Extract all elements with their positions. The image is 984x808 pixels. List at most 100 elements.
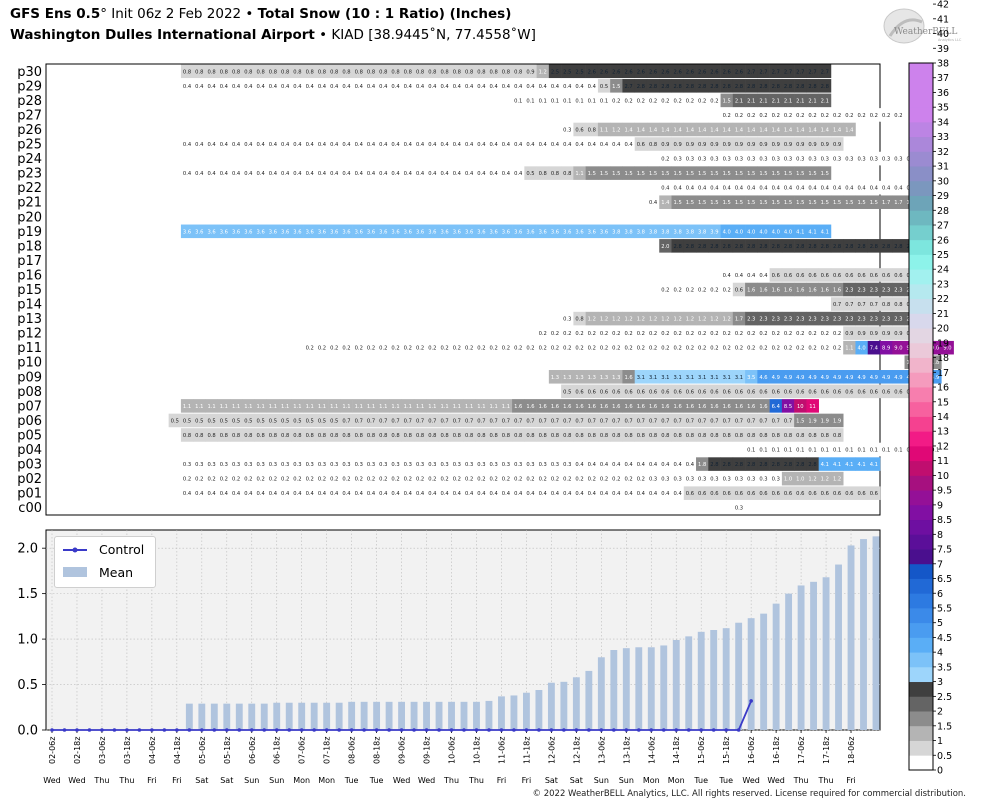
cell-value-label: 0.5 (171, 418, 179, 424)
heatmap-cell (843, 180, 856, 195)
heatmap-cell (401, 399, 415, 413)
heatmap-cell (720, 64, 734, 79)
cell-value-label: 0.2 (342, 477, 350, 483)
cell-value-label: 0.2 (355, 477, 363, 483)
logo-wordmark: WeatherBELL (894, 27, 957, 37)
colorbar-tick-label: 1 (937, 736, 943, 747)
cell-value-label: 0.3 (686, 157, 694, 163)
cell-value-label: 1.3 (600, 375, 608, 381)
heatmap-cell (622, 79, 636, 93)
cell-value-label: 0.9 (784, 142, 792, 148)
cell-value-label: 1.5 (759, 200, 767, 206)
cell-value-label: 0.2 (624, 477, 632, 483)
cell-value-label: 0.4 (293, 84, 302, 90)
cell-value-label: 0.7 (379, 418, 387, 424)
heatmap-cell (843, 297, 856, 311)
cell-value-label: 1.4 (723, 127, 732, 133)
day-tick-label: Sun (244, 776, 259, 785)
cell-value-label: 0.4 (183, 84, 192, 90)
heatmap-cell (757, 64, 770, 79)
cell-value-label: 0.8 (379, 433, 387, 439)
cell-value-label: 3.6 (563, 229, 571, 235)
heatmap-cell (352, 166, 366, 180)
cell-value-label: 0.2 (661, 346, 669, 352)
heatmap-cell (303, 137, 317, 151)
colorbar-segment (909, 180, 933, 196)
heatmap-cell (781, 137, 795, 151)
heatmap-cell (769, 224, 783, 239)
heatmap-cell (487, 64, 501, 79)
row-label-p21: p21 (17, 196, 42, 211)
cell-value-label: 1.1 (465, 404, 473, 410)
cell-value-label: 0.2 (649, 98, 657, 104)
heatmap-cell (303, 79, 317, 93)
mean-bar (760, 613, 768, 730)
heatmap-cell (794, 195, 807, 209)
heatmap-cell (364, 79, 378, 93)
colorbar-tick-label: 38 (937, 59, 949, 70)
cell-value-label: 0.4 (416, 84, 425, 90)
cell-value-label: 4.1 (821, 229, 829, 235)
cell-value-label: 0.2 (330, 346, 338, 352)
heatmap-cell (610, 64, 623, 79)
y-tick-label: 0.0 (17, 724, 38, 739)
heatmap-cell (745, 399, 758, 413)
heatmap-cell (512, 93, 525, 108)
cell-value-label: 4.9 (808, 375, 816, 381)
cell-value-label: 0.4 (563, 84, 572, 90)
heatmap-cell (781, 108, 795, 122)
heatmap-cell (683, 384, 697, 399)
heatmap-cell (818, 326, 832, 340)
cell-value-label: 0.2 (772, 113, 780, 119)
heatmap-cell (720, 180, 734, 195)
control-point (649, 728, 654, 732)
cell-value-label: 0.2 (465, 346, 473, 352)
heatmap-cell (757, 326, 770, 340)
heatmap-cell (475, 79, 488, 93)
heatmap-cell (781, 370, 795, 384)
cell-value-label: 1.1 (244, 404, 252, 410)
heatmap-cell (880, 384, 893, 399)
cell-value-label: 0.6 (698, 389, 706, 395)
cell-value-label: 0.2 (723, 288, 731, 294)
colorbar-tick-label: 25 (937, 250, 949, 261)
heatmap-cell (794, 384, 807, 399)
heatmap-cell (377, 64, 390, 79)
heatmap-cell (242, 224, 255, 239)
cell-value-label: 0.7 (637, 418, 645, 424)
heatmap-cell (683, 137, 697, 151)
cell-value-label: 0.9 (845, 331, 853, 337)
heatmap-cell (745, 326, 758, 340)
cell-value-label: 0.8 (379, 69, 387, 75)
cell-value-label: 0.5 (207, 418, 215, 424)
heatmap-cell (610, 384, 623, 399)
heatmap-cell (389, 166, 402, 180)
colorbar-segment (909, 534, 933, 550)
cell-value-label: 0.2 (894, 113, 902, 119)
heatmap-cell (573, 224, 586, 239)
cell-value-label: 4.1 (870, 462, 878, 468)
colorbar-segment (909, 313, 933, 329)
heatmap-plot: p30 0.8 0.8 0.8 0.8 0.8 0.8 0.8 0.8 0.8 0.8 0.8 0.8 0… (17, 63, 954, 516)
heatmap-cell (683, 311, 697, 326)
cell-value-label: 1.4 (808, 127, 817, 133)
mean-bar (735, 622, 743, 730)
heatmap-cell (634, 224, 648, 239)
heatmap-cell (757, 311, 770, 326)
cell-value-label: 0.2 (784, 331, 792, 337)
heatmap-cell (438, 79, 452, 93)
cell-value-label: 0.4 (735, 273, 744, 279)
heatmap-cell (193, 64, 206, 79)
cell-value-label: 0.4 (220, 491, 229, 497)
row-label-p17: p17 (17, 254, 42, 269)
cell-value-label: 4.0 (784, 229, 792, 235)
cell-value-label: 2.6 (723, 69, 731, 75)
cell-value-label: 0.4 (342, 84, 351, 90)
cell-value-label: 1.1 (355, 404, 363, 410)
colorbar-segment (909, 578, 933, 594)
x-tick-label: 17-06z (797, 737, 806, 764)
cell-value-label: 1.1 (379, 404, 387, 410)
colorbar-segment (909, 475, 933, 491)
cell-value-label: 0.4 (649, 462, 658, 468)
heatmap-cell (843, 370, 856, 384)
